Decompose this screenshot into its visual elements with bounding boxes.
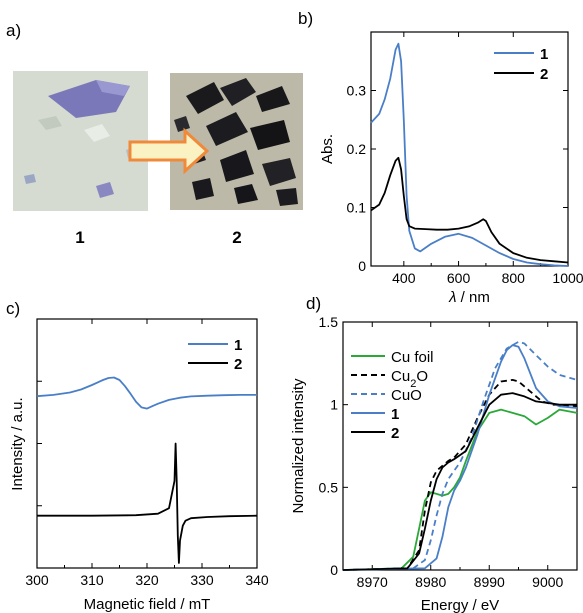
x-axis-unit: / nm [457,289,490,306]
y-tick-label: 1.5 [319,314,339,330]
photo-sample-1 [13,71,148,211]
legend-label: Cu foil [391,349,434,366]
x-tick-label: 310 [80,572,104,588]
series-line-d-3 [342,344,578,571]
y-tick-label: 0.1 [347,200,367,216]
legend-label: Cu2O [391,368,428,390]
x-tick-label: 400 [392,270,416,286]
x-tick-label: 320 [135,572,159,588]
series-line-d-2 [342,340,578,571]
legend-label-part: O [416,368,428,385]
x-axis-title: λ / nm [448,289,490,306]
legend-label: 1 [391,406,399,423]
panel-label-c: c) [6,299,20,318]
x-tick-label: 330 [190,572,214,588]
axes-frame [342,321,578,571]
x-tick-label: 8980 [415,574,446,590]
y-axis-title: Intensity / a.u. [9,397,26,490]
x-tick-label: 340 [245,572,269,588]
photo-sample-2 [170,73,303,210]
legend-label: CuO [391,387,422,404]
series-line-d-0 [342,408,578,571]
photo-label-1: 1 [75,228,84,247]
epr-chart: 300 310 320 330 340 Magnetic field / mT Intens… [9,318,269,613]
y-tick-label: 0.3 [347,83,367,99]
y-tick-label: 0.5 [319,479,339,495]
x-axis-symbol: λ [448,289,456,306]
x-tick-label: 8990 [474,574,505,590]
y-tick-label: 0 [330,562,338,578]
y-axis-title: Normalized intensity [290,378,307,514]
y-tick-label: 0.2 [347,141,367,157]
uv-vis-chart: 400 600 800 1000 0 0.1 0.2 0.3 λ / nm Abs. 1 2 [319,31,583,306]
legend-label: 2 [234,356,242,373]
series-line-b-1 [370,156,569,264]
photo-label-2: 2 [232,228,241,247]
x-tick-label: 8970 [357,574,388,590]
y-axis-title: Abs. [319,134,336,164]
legend-label: 1 [234,337,242,354]
series-line-c-1 [37,442,258,564]
panel-label-b: b) [298,9,313,28]
legend-label-part: Cu [391,368,410,385]
x-axis-title: Magnetic field / mT [84,596,211,613]
xanes-chart: 8970 8980 8990 9000 0 0.5 1 1.5 Energy / eV Norma… [290,314,578,613]
axes-frame [36,318,258,569]
x-tick-label: 9000 [532,574,563,590]
legend-label: 2 [540,66,548,83]
panel-label-a: a) [6,21,21,40]
x-tick-label: 300 [25,572,49,588]
x-tick-label: 1000 [552,270,583,286]
y-tick-label: 1 [330,397,338,413]
y-tick-label: 0 [358,258,366,274]
series-line-d-4 [342,392,577,571]
legend-label-part: 2 [410,378,416,390]
transformation-arrow [128,127,210,175]
series-line-d-1 [342,378,578,571]
x-tick-label: 600 [447,270,471,286]
x-tick-label: 800 [502,270,526,286]
legend-label: 2 [391,425,399,442]
series-line-b-0 [370,42,569,267]
panel-label-d: d) [306,294,321,313]
series-line-c-0 [36,376,257,410]
legend-label: 1 [540,46,548,63]
x-axis-title: Energy / eV [421,597,499,613]
